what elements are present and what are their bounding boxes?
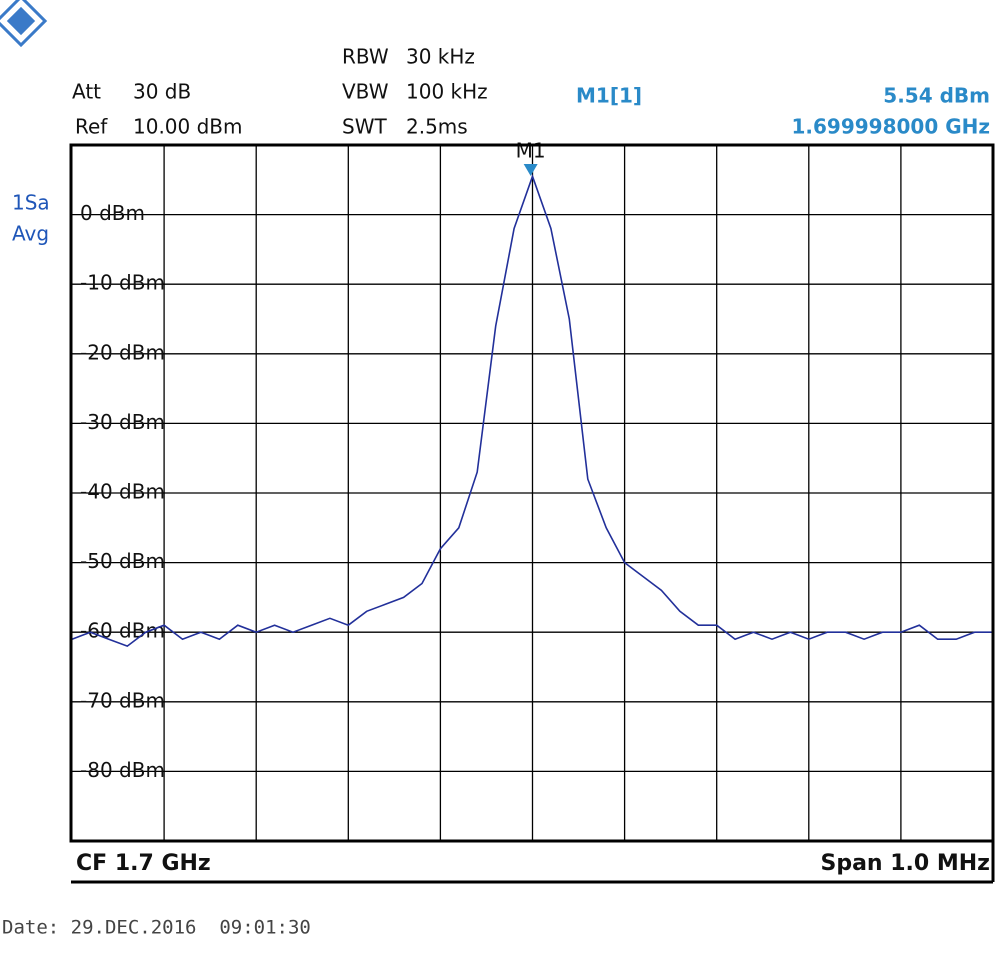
marker-frequency: 1.699998000 GHz [791, 115, 990, 139]
y-tick-label: -20 dBm [80, 340, 165, 364]
rbw-label: RBW [342, 45, 389, 69]
y-tick-label: -80 dBm [80, 758, 165, 782]
y-tick-label: -70 dBm [80, 688, 165, 712]
marker-value: 5.54 dBm [883, 84, 990, 108]
trace [71, 173, 993, 648]
y-tick-label: -60 dBm [80, 619, 165, 643]
marker-label: M1[1] [576, 84, 642, 108]
rbw: 30 kHz [406, 45, 475, 69]
plot: 0 dBm -10 dBm -20 dBm -30 dBm -40 dBm -50 dBm… [71, 139, 993, 841]
vbw: 100 kHz [406, 80, 488, 104]
att-label: Att [72, 80, 101, 104]
ref: 10.00 dBm [133, 115, 243, 139]
date: Date: 29.DEC.2016 09:01:30 [2, 917, 311, 939]
y-tick-label: -40 dBm [80, 480, 165, 504]
span: Span 1.0 MHz [820, 851, 990, 876]
logo [0, 0, 48, 48]
y-tick-label: -10 dBm [80, 271, 165, 295]
plot-frame [69, 143, 995, 843]
swt-label: SWT [342, 115, 387, 139]
marker [523, 164, 538, 177]
vbw-label: VBW [342, 80, 389, 104]
y-tick-label: 0 dBm [80, 201, 145, 225]
trace-label: Avg [12, 222, 49, 246]
y-tick-label: -30 dBm [80, 410, 165, 434]
swt: 2.5ms [406, 115, 468, 139]
trace-label: 1Sa [12, 191, 50, 215]
y-tick-label: -50 dBm [80, 549, 165, 573]
ref-label: Ref [75, 115, 108, 139]
marker-name: M1 [516, 139, 546, 163]
center-frequency: CF 1.7 GHz [76, 851, 211, 876]
att: 30 dB [133, 80, 191, 104]
